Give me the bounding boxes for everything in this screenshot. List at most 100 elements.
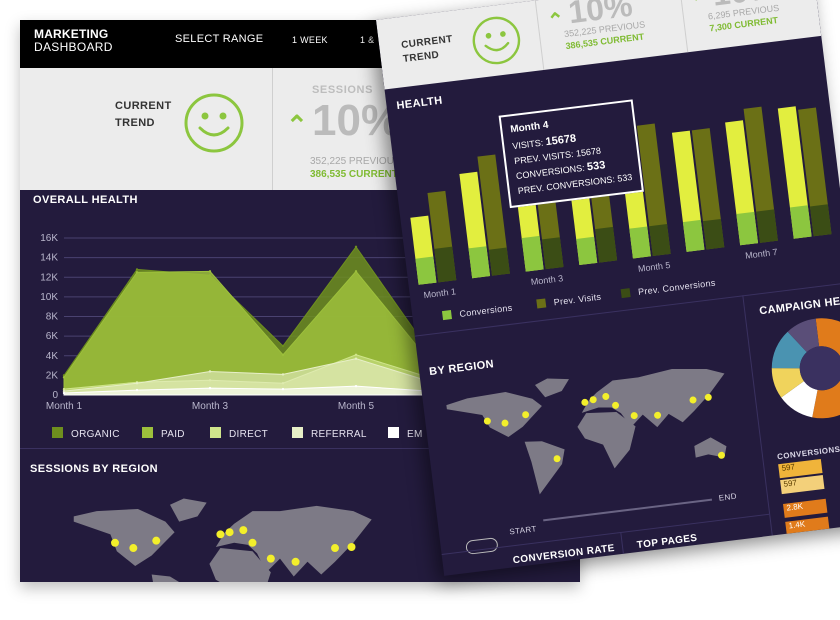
- bar-prev-visits: [691, 128, 725, 250]
- tooltip-prev-visits-value: 15678: [575, 145, 602, 159]
- dashboard-page-front: CURRENT TREND ⌃ 10% 352,225 PREVIOUS 386…: [376, 0, 840, 576]
- map-dot: [331, 544, 339, 553]
- smiley-face-icon: [184, 93, 244, 153]
- tooltip-visits-label: VISITS:: [511, 137, 544, 152]
- map-dot: [225, 528, 234, 537]
- legend-item-paid[interactable]: PAID: [142, 427, 185, 440]
- bar-conversions: [468, 246, 491, 279]
- map-dot: [612, 401, 620, 409]
- map-dot: [581, 398, 589, 406]
- bar-conversions: [789, 205, 812, 239]
- current-trend-label: CURRENT TREND: [115, 98, 172, 132]
- area-point: [208, 386, 212, 390]
- continent-shape: [151, 574, 180, 582]
- bar-conversions: [736, 211, 759, 246]
- area-point: [281, 353, 285, 356]
- legend-swatch-organic: [52, 427, 63, 438]
- bar-conversions: [415, 256, 437, 285]
- donut-slice: [781, 381, 818, 418]
- bar-conversions: [629, 226, 651, 259]
- y-tick-label: 6K: [46, 331, 59, 342]
- legend-item-referral[interactable]: REFERRAL: [292, 427, 367, 440]
- front-bottom-column-divider: [620, 531, 627, 572]
- y-tick-label: 10K: [40, 292, 58, 303]
- area-point: [354, 353, 358, 356]
- continent-shape: [577, 411, 636, 469]
- continent-shape: [170, 498, 207, 522]
- legend-swatch-email: [388, 427, 399, 438]
- legend-item-organic[interactable]: ORGANIC: [52, 427, 120, 440]
- campaign-donut-chart: [771, 318, 840, 419]
- tooltip-visits-value: 15678: [544, 132, 577, 149]
- map-toggle[interactable]: [465, 537, 499, 555]
- legend-swatch-prev-visits: [536, 298, 547, 309]
- map-dot: [152, 536, 161, 545]
- overall-health-title: OVERALL HEALTH: [33, 194, 138, 206]
- trend-divider: [272, 68, 273, 190]
- front-smiley-face-icon: [472, 16, 521, 65]
- legend-label-prev-visits: Prev. Visits: [553, 291, 602, 308]
- legend-label-email: EM: [407, 429, 423, 440]
- bar-prev-conversions: [595, 226, 618, 263]
- range-option-1-week[interactable]: 1 WEEK: [292, 35, 328, 45]
- front-current-trend-label: CURRENT TREND: [401, 33, 456, 67]
- continent-shape: [694, 437, 727, 458]
- y-tick-label: 2K: [46, 370, 59, 381]
- area-point: [281, 373, 285, 376]
- map-dot: [501, 419, 509, 427]
- legend-label-organic: ORGANIC: [71, 429, 120, 440]
- legend-item-direct[interactable]: DIRECT: [210, 427, 268, 440]
- map-dot: [689, 396, 697, 404]
- area-point: [135, 268, 139, 271]
- continent-shape: [215, 505, 372, 577]
- map-dot: [239, 526, 248, 535]
- area-point: [354, 384, 358, 388]
- map-dot: [602, 392, 610, 400]
- campaign-row-4[interactable]: 1.4K: [785, 516, 830, 536]
- y-tick-label: 14K: [40, 253, 58, 264]
- range-option-next[interactable]: 1 &: [360, 35, 375, 45]
- map-dot: [216, 530, 225, 539]
- bar-conversions: [682, 219, 705, 252]
- campaign-row-2[interactable]: 597: [780, 474, 825, 495]
- current-trend-line2: TREND: [115, 117, 155, 129]
- continent-shape: [535, 378, 569, 398]
- front-trend-divider-2: [675, 0, 689, 53]
- legend-item-email[interactable]: EM: [388, 427, 423, 440]
- top-pages-title: TOP PAGES: [636, 532, 699, 552]
- bar-conversions: [576, 236, 598, 266]
- bar-prev-visits: [798, 107, 832, 237]
- area-point: [135, 388, 139, 392]
- continent-shape: [209, 548, 271, 582]
- area-point: [62, 391, 66, 395]
- legend-label-direct: DIRECT: [229, 429, 269, 440]
- front-trend-strip: CURRENT TREND ⌃ 10% 352,225 PREVIOUS 386…: [376, 0, 822, 90]
- bar-prev-conversions: [541, 237, 564, 270]
- y-tick-label: 4K: [46, 351, 59, 362]
- donut-slice: [787, 318, 820, 353]
- front-world-map: [446, 368, 727, 495]
- bar-prev-conversions: [649, 224, 671, 257]
- donut-slice: [771, 368, 804, 398]
- legend-label-conversions: Conversions: [458, 302, 513, 319]
- bar-x-label: Month 7: [745, 247, 779, 261]
- bar-prev-conversions: [488, 247, 510, 276]
- date-range-slider[interactable]: [543, 498, 713, 522]
- area-point: [354, 357, 358, 360]
- tooltip-prev-conversions-value: 533: [616, 171, 633, 184]
- map-dot: [347, 543, 356, 551]
- campaign-row-3[interactable]: 2.8K: [783, 498, 828, 518]
- area-point: [62, 387, 66, 391]
- map-dot: [717, 451, 725, 459]
- sessions-world-map: [73, 498, 372, 582]
- bar-x-label: Month 1: [423, 286, 457, 300]
- logo[interactable]: MARKETING DASHBOARD: [34, 28, 113, 54]
- sessions-kpi-current: 386,535 CURRENT: [310, 169, 398, 180]
- bar-conversions: [521, 235, 544, 272]
- map-dot: [129, 544, 138, 553]
- map-dot: [483, 417, 491, 425]
- front-health-title: HEALTH: [395, 94, 444, 113]
- continent-shape: [73, 509, 175, 566]
- continent-shape: [524, 441, 565, 495]
- bar-x-label: Month 3: [530, 273, 564, 287]
